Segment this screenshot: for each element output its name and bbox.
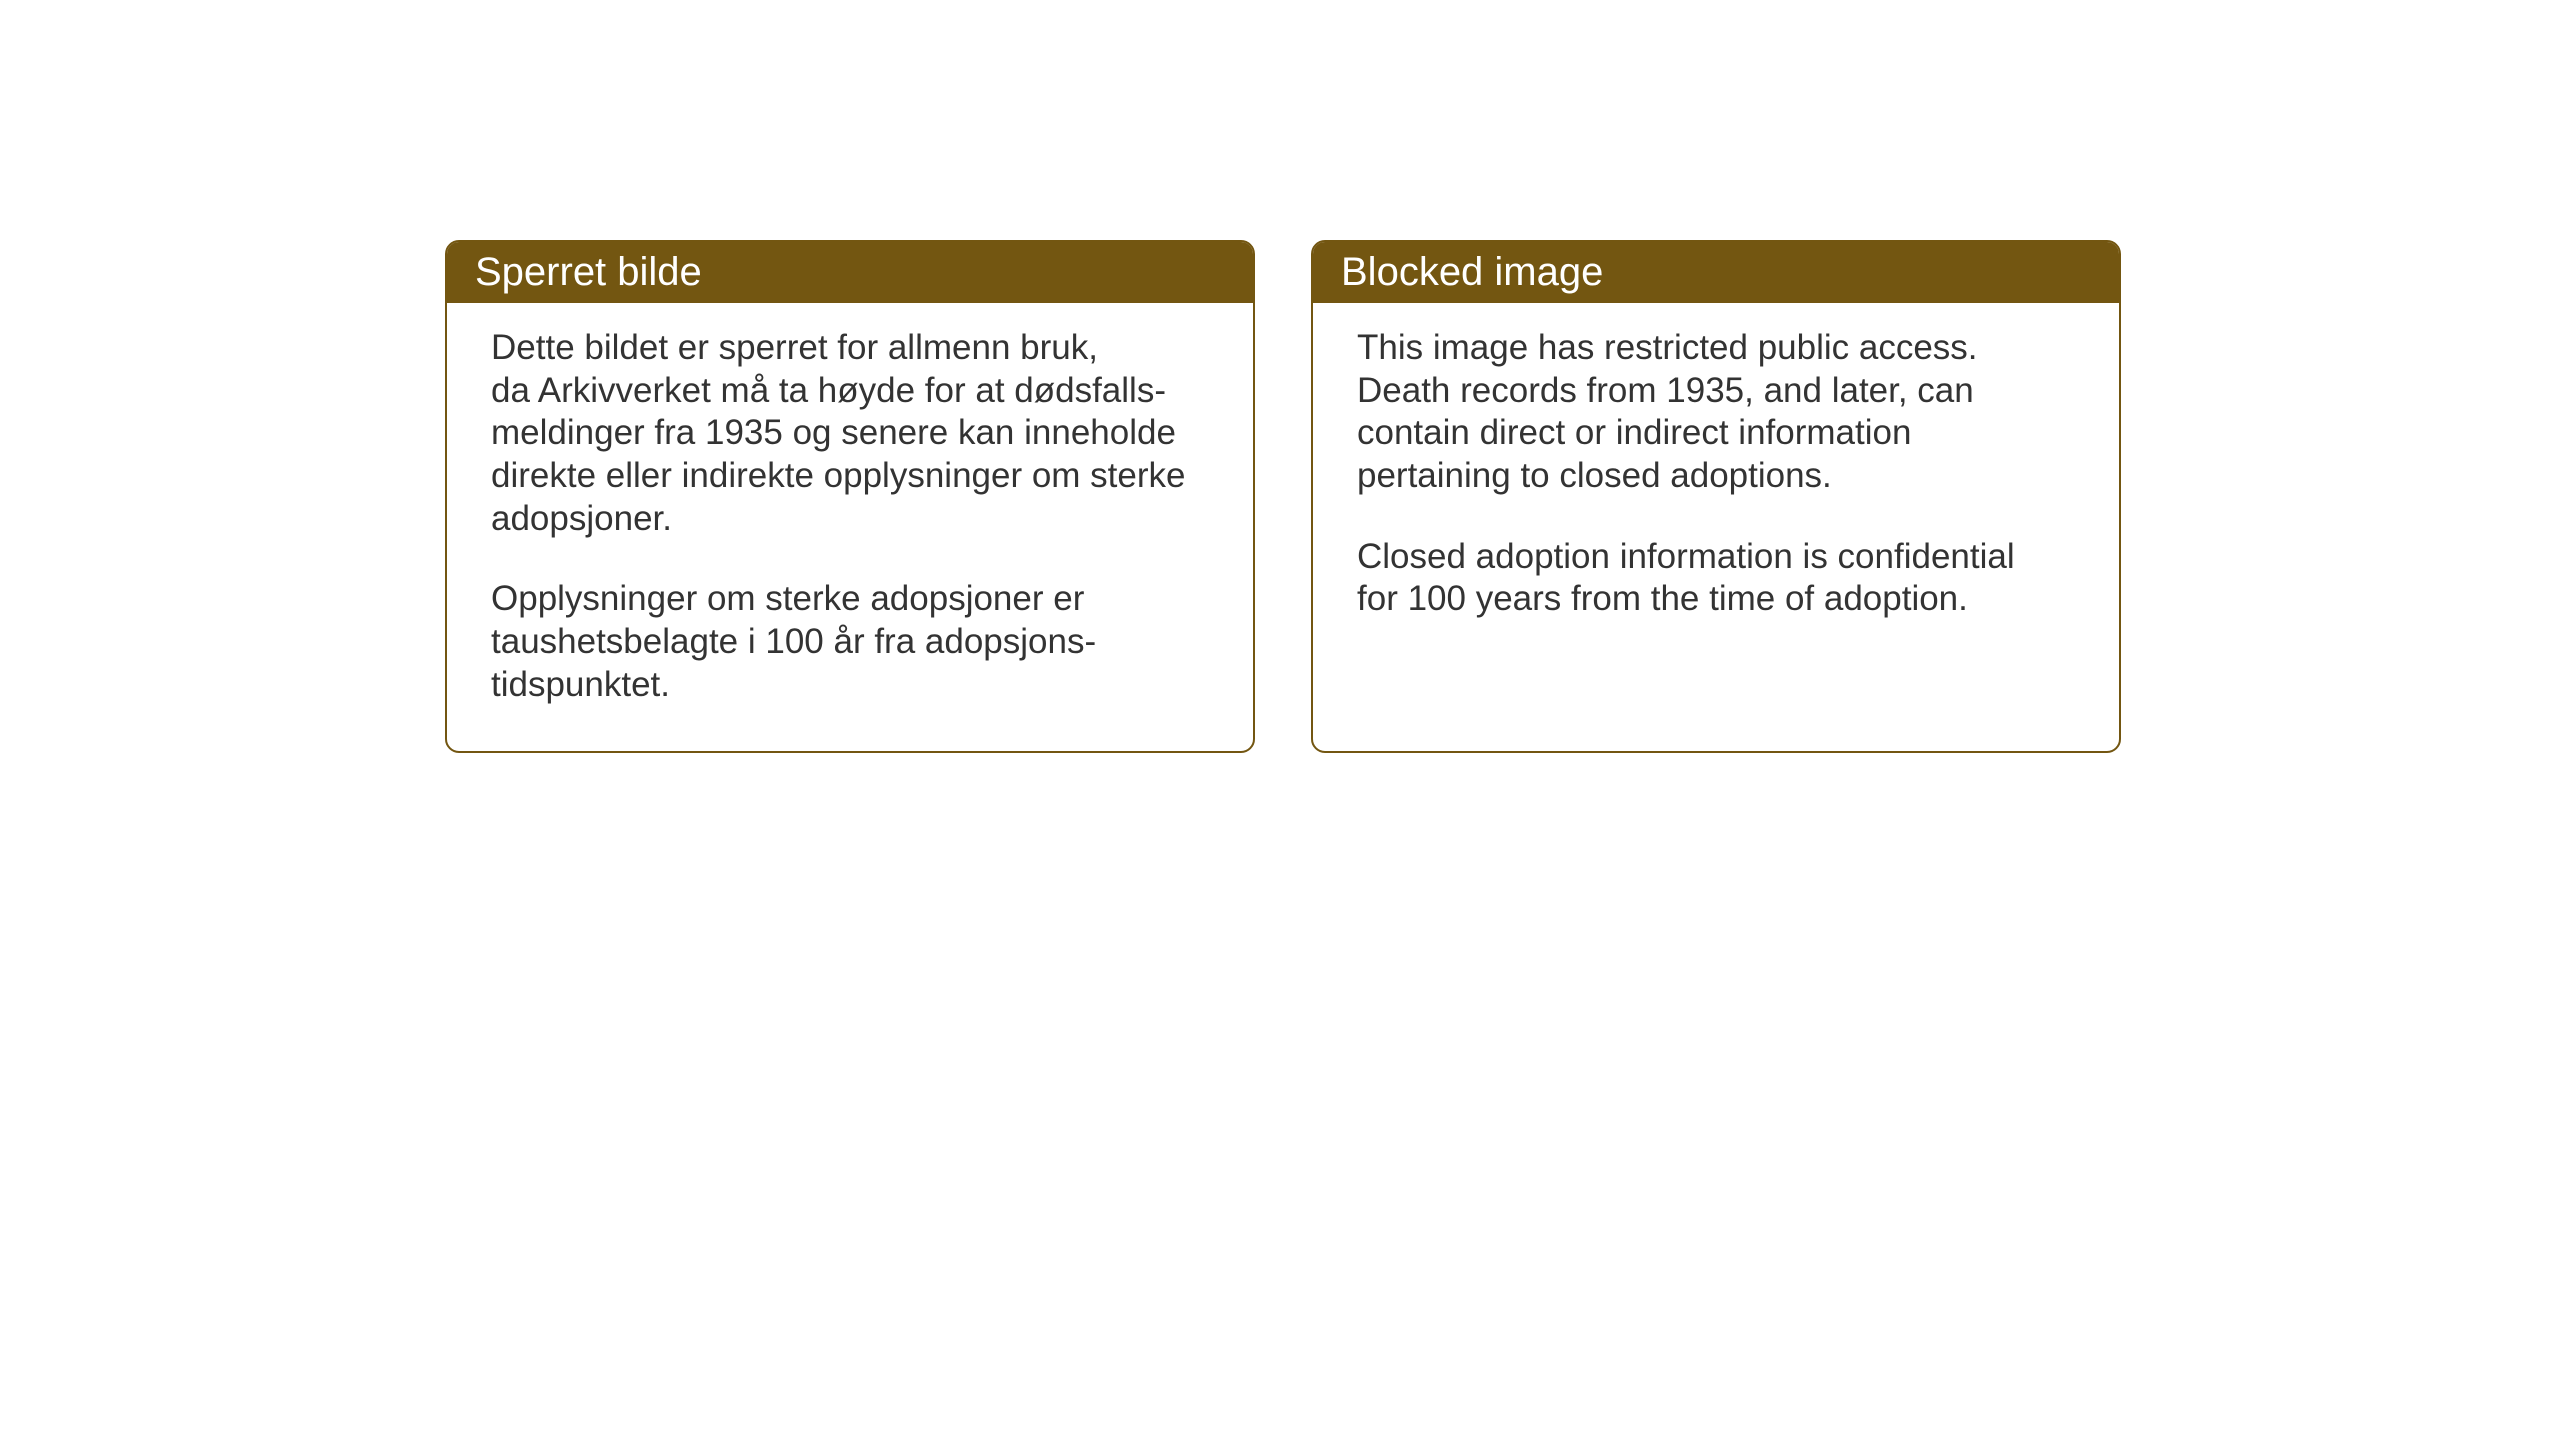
norwegian-card-title: Sperret bilde (447, 242, 1253, 303)
text-line: contain direct or indirect information (1357, 413, 1911, 452)
english-paragraph-2: Closed adoption information is confident… (1357, 536, 2075, 621)
text-line: tidspunktet. (491, 665, 670, 704)
text-line: This image has restricted public access. (1357, 328, 1978, 367)
norwegian-info-card: Sperret bilde Dette bildet er sperret fo… (445, 240, 1255, 753)
norwegian-paragraph-2: Opplysninger om sterke adopsjoner er tau… (491, 578, 1209, 706)
text-line: da Arkivverket må ta høyde for at dødsfa… (491, 371, 1166, 410)
text-line: adopsjoner. (491, 499, 672, 538)
text-line: Dette bildet er sperret for allmenn bruk… (491, 328, 1098, 367)
english-card-body: This image has restricted public access.… (1313, 303, 2119, 703)
english-info-card: Blocked image This image has restricted … (1311, 240, 2121, 753)
text-line: meldinger fra 1935 og senere kan innehol… (491, 413, 1176, 452)
english-card-title: Blocked image (1313, 242, 2119, 303)
text-line: Opplysninger om sterke adopsjoner er (491, 579, 1084, 618)
info-cards-container: Sperret bilde Dette bildet er sperret fo… (445, 240, 2560, 753)
text-line: taushetsbelagte i 100 år fra adopsjons- (491, 622, 1096, 661)
text-line: Closed adoption information is confident… (1357, 537, 2015, 576)
norwegian-paragraph-1: Dette bildet er sperret for allmenn bruk… (491, 327, 1209, 540)
text-line: pertaining to closed adoptions. (1357, 456, 1832, 495)
english-paragraph-1: This image has restricted public access.… (1357, 327, 2075, 498)
text-line: direkte eller indirekte opplysninger om … (491, 456, 1186, 495)
text-line: Death records from 1935, and later, can (1357, 371, 1974, 410)
text-line: for 100 years from the time of adoption. (1357, 579, 1968, 618)
norwegian-card-body: Dette bildet er sperret for allmenn bruk… (447, 303, 1253, 751)
